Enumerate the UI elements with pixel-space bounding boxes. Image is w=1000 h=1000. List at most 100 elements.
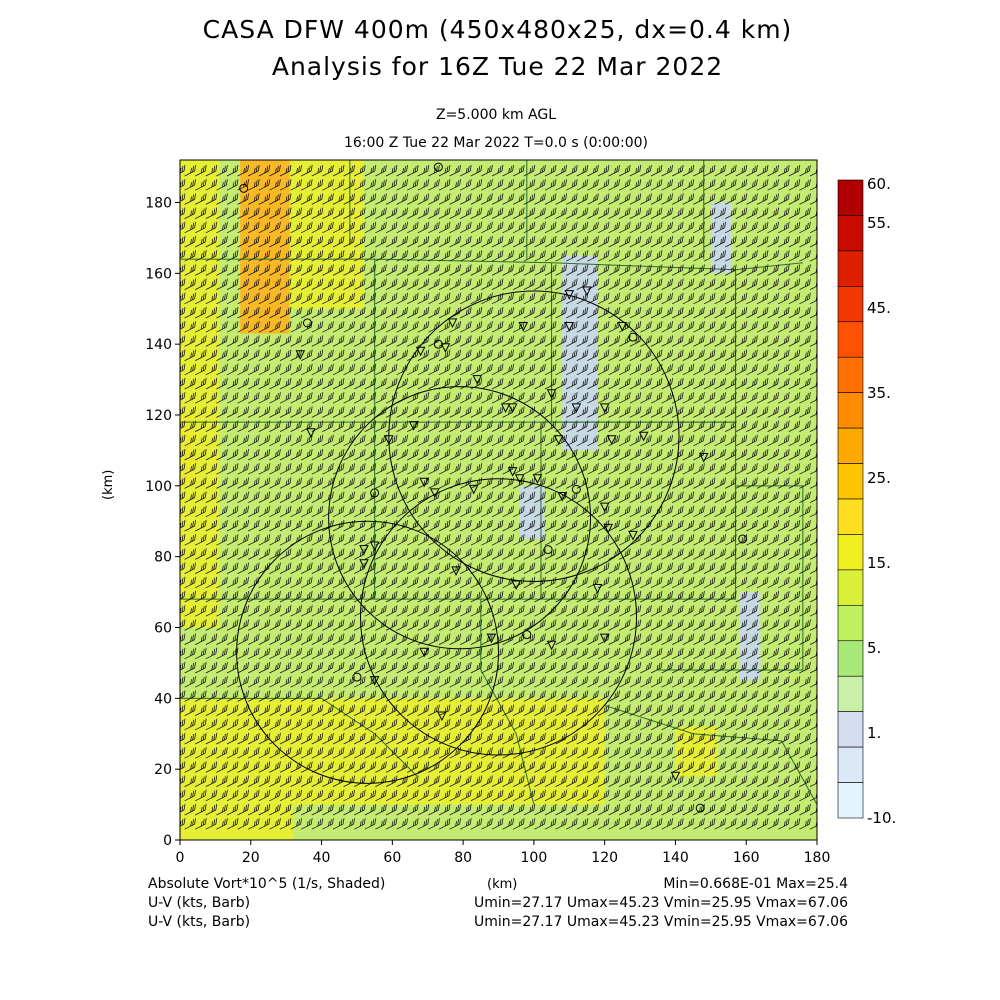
wind-barb: [364, 463, 377, 475]
wind-barb: [523, 732, 536, 745]
wind-barb: [417, 349, 430, 361]
wind-barb: [311, 250, 324, 262]
wind-barb: [809, 196, 817, 205]
wind-barb: [184, 306, 196, 319]
wind-barb: [799, 519, 811, 532]
wind-barb: [417, 406, 430, 418]
wind-barb: [756, 548, 769, 560]
wind-barb: [597, 193, 610, 205]
wind-barb: [703, 179, 716, 191]
wind-barb: [767, 661, 779, 674]
wind-barb: [555, 647, 567, 660]
wind-barb: [417, 548, 430, 560]
wind-barb: [216, 605, 228, 617]
wind-barb: [269, 718, 281, 731]
wind-barb: [237, 207, 249, 219]
wind-barb: [322, 789, 334, 802]
observation-marker: [507, 403, 518, 414]
wind-barb: [756, 420, 769, 432]
wind-barb: [460, 491, 472, 503]
wind-barb: [682, 704, 695, 716]
wind-barb: [449, 718, 461, 731]
wind-barb: [788, 363, 801, 376]
wind-barb: [608, 803, 620, 816]
wind-barb: [226, 420, 239, 432]
wind-barb: [735, 207, 748, 219]
wind-barb: [799, 420, 811, 432]
wind-barb: [640, 193, 652, 205]
wind-barb: [364, 207, 377, 219]
wind-barb: [364, 590, 377, 603]
wind-barb: [544, 605, 557, 617]
wind-barb: [322, 278, 334, 290]
wind-barb: [301, 463, 313, 475]
wind-barb: [523, 789, 536, 802]
wind-barb: [534, 306, 546, 319]
colorbar-swatch: [837, 392, 864, 429]
wind-barb: [650, 292, 663, 305]
wind-barb: [407, 491, 419, 503]
wind-barb: [608, 761, 620, 773]
wind-barb: [693, 548, 705, 560]
wind-barb: [735, 406, 748, 418]
wind-barb: [279, 335, 292, 347]
wind-barb: [180, 676, 186, 685]
wind-barb: [216, 250, 228, 262]
wind-barb: [629, 335, 642, 347]
wind-barb: [216, 477, 228, 489]
wind-barb: [767, 463, 779, 475]
wind-barb: [608, 434, 620, 447]
wind-barb: [619, 633, 631, 645]
wind-barb: [767, 732, 779, 745]
wind-barb: [237, 747, 249, 759]
wind-barb: [195, 335, 207, 347]
wind-barb: [809, 338, 817, 347]
vorticity-region-yellow: [180, 160, 219, 628]
wind-barb: [693, 505, 705, 518]
wind-barb: [756, 676, 769, 688]
wind-barb: [523, 647, 536, 660]
wind-barb: [576, 775, 589, 787]
wind-barb: [184, 548, 196, 560]
wind-barb: [714, 406, 726, 418]
wind-barb: [693, 562, 705, 574]
wind-barb: [799, 335, 811, 347]
wind-barb: [555, 164, 567, 177]
wind-barb: [180, 633, 186, 643]
wind-barb: [693, 292, 705, 305]
wind-barb: [640, 406, 652, 418]
wind-barb: [258, 264, 271, 276]
colorbar-label: -10.: [867, 809, 896, 827]
wind-barb: [343, 264, 355, 276]
wind-barb: [216, 434, 228, 447]
wind-barb: [354, 463, 366, 475]
wind-barb: [746, 818, 758, 830]
wind-barb: [226, 704, 239, 716]
wind-barb: [608, 207, 620, 219]
wind-barb: [809, 267, 817, 276]
wind-barb: [597, 448, 610, 461]
wind-barb: [258, 647, 271, 660]
wind-barb: [619, 491, 631, 503]
wind-barb: [195, 704, 207, 716]
wind-barb: [396, 420, 408, 432]
wind-barb: [332, 690, 345, 702]
wind-barb: [735, 605, 748, 617]
wind-barb: [258, 477, 271, 489]
wind-barb: [385, 164, 398, 177]
wind-barb: [703, 576, 716, 589]
wind-barb: [311, 747, 324, 759]
wind-barb: [343, 633, 355, 645]
wind-barb: [470, 179, 483, 191]
wind-barb: [290, 377, 302, 390]
wind-barb: [417, 775, 430, 787]
wind-barb: [449, 406, 461, 418]
wind-barb: [385, 434, 398, 447]
wind-barb: [428, 193, 440, 205]
wind-barb: [460, 363, 472, 376]
wind-barb: [725, 775, 737, 787]
wind-barb: [449, 519, 461, 532]
wind-barb: [385, 619, 398, 631]
wind-barb: [661, 619, 673, 631]
wind-barb: [746, 406, 758, 418]
